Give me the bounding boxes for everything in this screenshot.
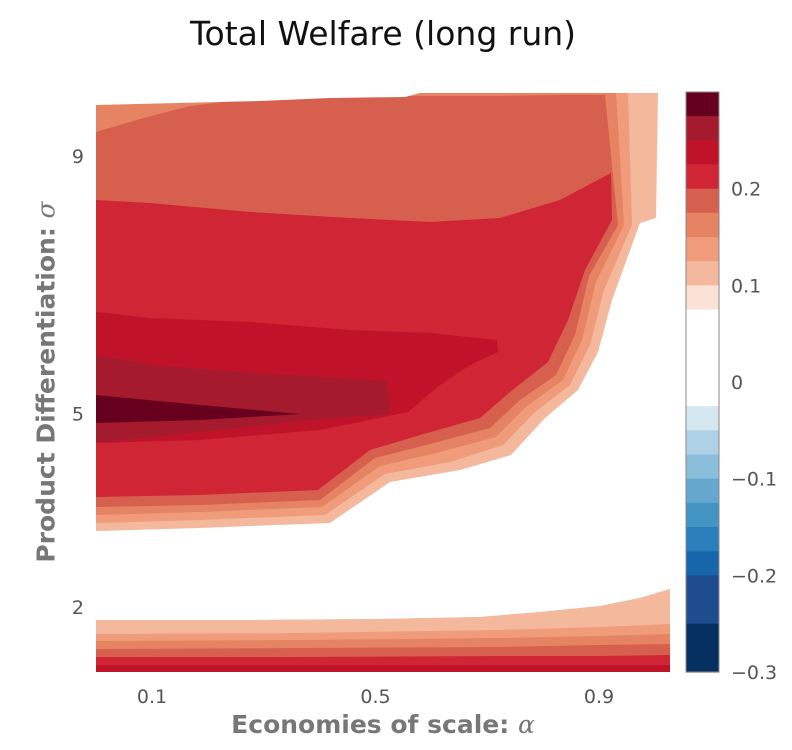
y-axis-ticks: 2 5 9 [72, 146, 84, 619]
colorbar-swatch [686, 502, 719, 528]
colorbar-swatch [686, 116, 719, 141]
x-axis-label-text: Economies of scale: [231, 710, 518, 739]
x-axis-label: Economies of scale: α [96, 710, 670, 739]
contour-band [96, 665, 670, 672]
contour-band [96, 395, 300, 423]
colorbar-tick-label: −0.2 [731, 565, 777, 587]
colorbar-swatch [686, 309, 719, 407]
contour-band [96, 93, 670, 620]
colorbar-swatch [686, 551, 719, 576]
colorbar-swatch [686, 164, 719, 190]
y-axis-label: Product Differentiation: σ [32, 201, 61, 562]
colorbar-swatch [686, 285, 719, 311]
colorbar-tick-label: 0.1 [731, 275, 761, 297]
colorbar-tick-label: 0.2 [731, 179, 761, 201]
x-tick-label: 0.5 [360, 686, 390, 708]
colorbar-swatch [686, 92, 719, 117]
contour-bands [96, 93, 670, 672]
colorbar-tick-label: −0.3 [731, 662, 777, 684]
chart-title: Total Welfare (long run) [189, 14, 577, 53]
colorbar-swatch [686, 237, 719, 262]
colorbar-frame [685, 91, 720, 673]
colorbar-swatch [686, 454, 719, 480]
colorbar: 0.2 0.1 0 −0.1 −0.2 −0.3 [685, 91, 777, 684]
y-tick-label: 9 [72, 146, 84, 168]
colorbar-swatch [686, 430, 719, 456]
colorbar-swatch [686, 406, 719, 431]
colorbar-tick-label: 0 [731, 372, 743, 394]
colorbar-tick-label: −0.1 [731, 469, 777, 491]
y-tick-label: 2 [72, 597, 84, 619]
colorbar-swatch [686, 527, 719, 552]
colorbar-swatch [686, 575, 719, 625]
colorbar-swatch [686, 261, 719, 286]
colorbar-swatch [686, 478, 719, 504]
plot-area [96, 93, 670, 672]
colorbar-swatch [686, 188, 719, 214]
y-axis-label-text: Product Differentiation: [31, 218, 61, 563]
y-tick-label: 5 [72, 404, 84, 426]
contour-band [96, 355, 390, 443]
alpha-symbol: α [517, 710, 535, 739]
colorbar-swatch [686, 212, 719, 238]
x-axis-ticks: 0.1 0.5 0.9 [137, 686, 614, 708]
contour-band [96, 93, 420, 105]
colorbar-swatch [686, 623, 719, 673]
colorbar-swatch [686, 140, 719, 166]
x-tick-label: 0.1 [137, 686, 167, 708]
sigma-symbol: σ [31, 201, 61, 219]
x-tick-label: 0.9 [584, 686, 614, 708]
